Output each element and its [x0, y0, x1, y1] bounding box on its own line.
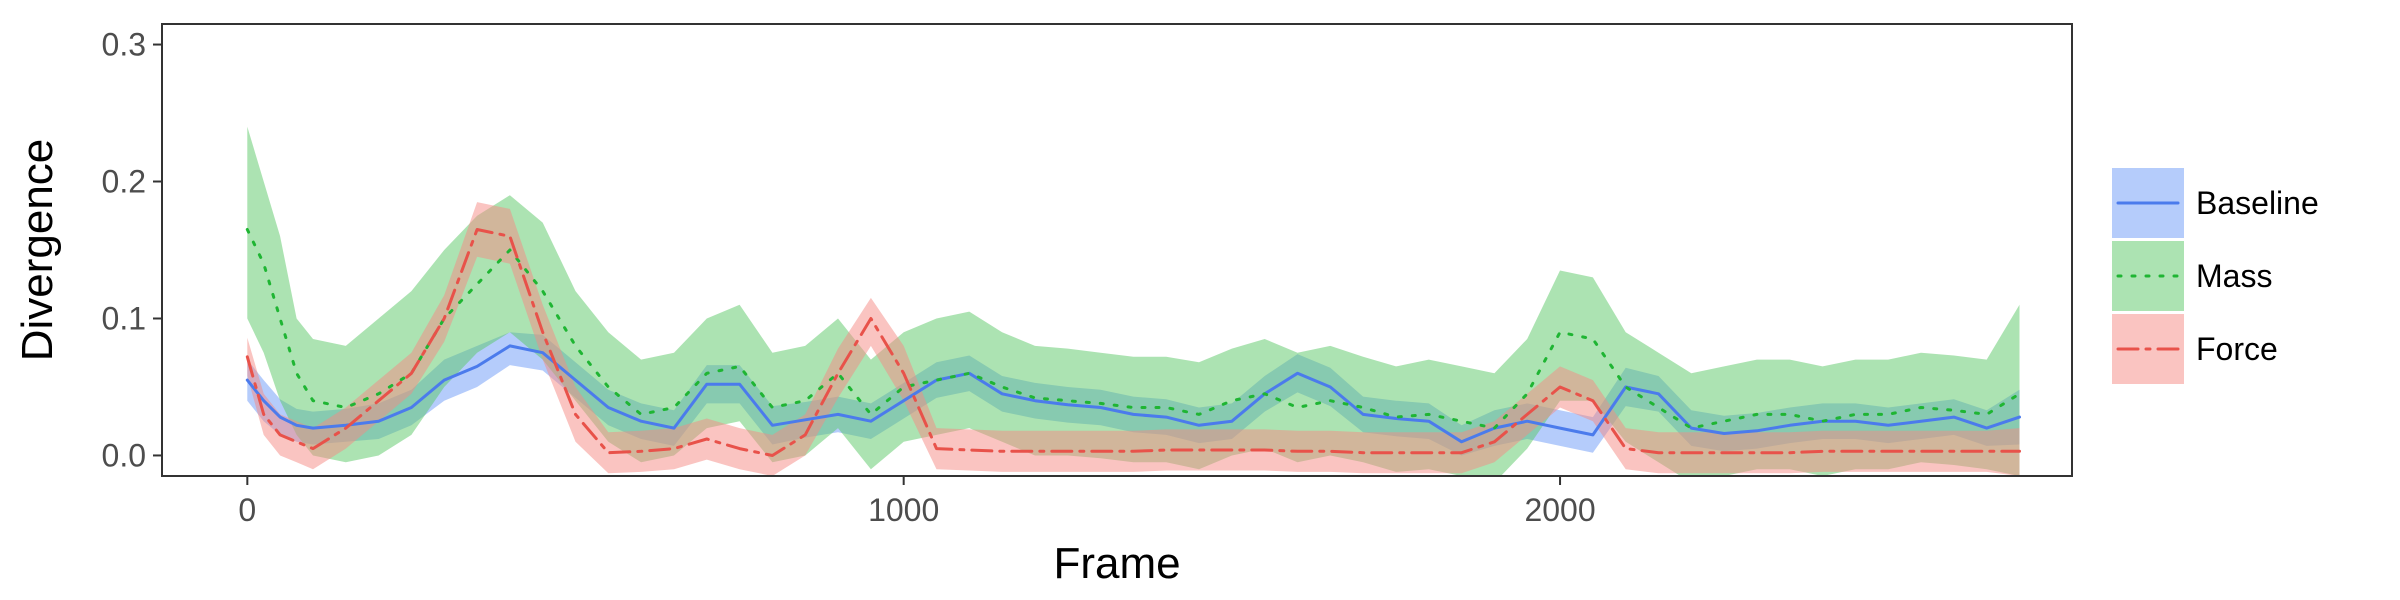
x-axis-title: Frame: [1053, 539, 1180, 588]
y-axis-title: Divergence: [13, 139, 62, 362]
legend: Baseline Mass Force: [2112, 168, 2319, 384]
force-confidence-band: [247, 202, 2020, 476]
series-lines: [245, 228, 2021, 457]
x-axis: 0 1000 2000: [238, 476, 1596, 528]
legend-label-force: Force: [2196, 331, 2278, 367]
y-axis: 0.0 0.1 0.2 0.3: [102, 27, 162, 473]
confidence-bands: [247, 126, 2020, 476]
y-tick-label: 0.1: [102, 300, 146, 336]
baseline-series-line: [245, 344, 2021, 444]
x-tick-label: 0: [238, 492, 256, 528]
mass-series-line: [245, 228, 2021, 430]
y-tick-label: 0.0: [102, 437, 146, 473]
y-tick-label: 0.3: [102, 27, 146, 63]
x-tick-label: 2000: [1524, 492, 1595, 528]
y-tick-label: 0.2: [102, 164, 146, 200]
force-series-line: [245, 228, 2021, 457]
legend-label-baseline: Baseline: [2196, 185, 2319, 221]
x-tick-label: 1000: [868, 492, 939, 528]
legend-label-mass: Mass: [2196, 258, 2272, 294]
plot-panel-border: [161, 23, 2073, 477]
